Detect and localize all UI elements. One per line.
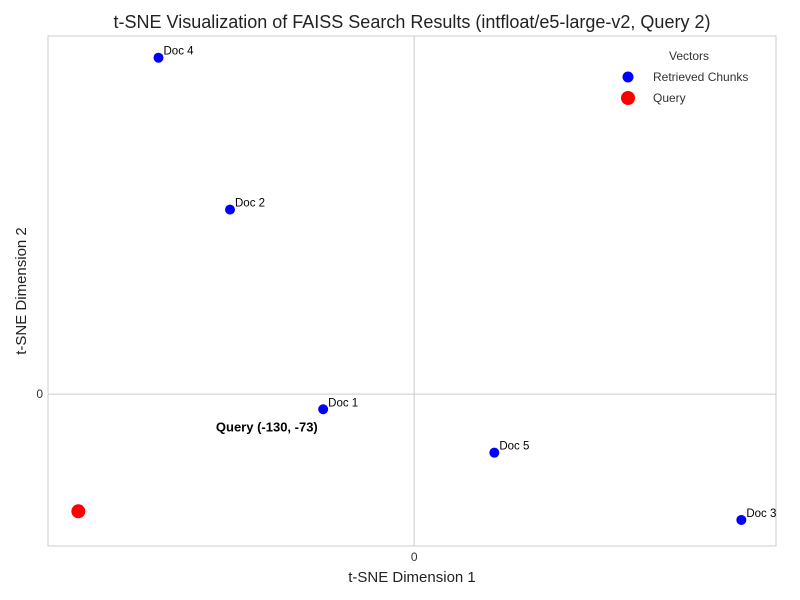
chunk-point [225, 204, 235, 215]
annotations: Query (-130, -73) [216, 420, 318, 435]
legend-entry-label: Retrieved Chunks [653, 70, 748, 84]
gridlines [48, 36, 776, 546]
legend-entry-label: Query [653, 91, 686, 105]
chunk-point [489, 447, 500, 458]
point-label: Doc 2 [235, 198, 265, 210]
legend: Vectors Retrieved Chunks Query [621, 49, 748, 105]
query-point [71, 504, 86, 519]
chunk-point [153, 52, 164, 63]
point-label: Doc 5 [499, 441, 529, 453]
query-annotation: Query (-130, -73) [216, 420, 318, 435]
y-axis-label: t-SNE Dimension 2 [13, 227, 30, 355]
x-axis-label: t-SNE Dimension 1 [348, 569, 476, 586]
legend-title: Vectors [669, 49, 709, 63]
point-label: Doc 3 [746, 508, 776, 520]
x-tick-label: 0 [411, 550, 418, 564]
chunk-point [318, 404, 329, 415]
point-labels: Doc 1 Doc 2 Doc 3 Doc 4 Doc 5 [164, 46, 777, 520]
data-points [71, 52, 747, 525]
y-tick-label: 0 [36, 387, 43, 401]
chunk-point [736, 514, 747, 525]
legend-marker [621, 91, 635, 105]
point-label: Doc 1 [328, 397, 358, 409]
point-label: Doc 4 [164, 46, 195, 58]
legend-marker [622, 71, 634, 83]
chart-title: t-SNE Visualization of FAISS Search Resu… [114, 12, 711, 32]
tick-labels: 00 [36, 387, 418, 564]
plot-frame [47, 35, 777, 547]
